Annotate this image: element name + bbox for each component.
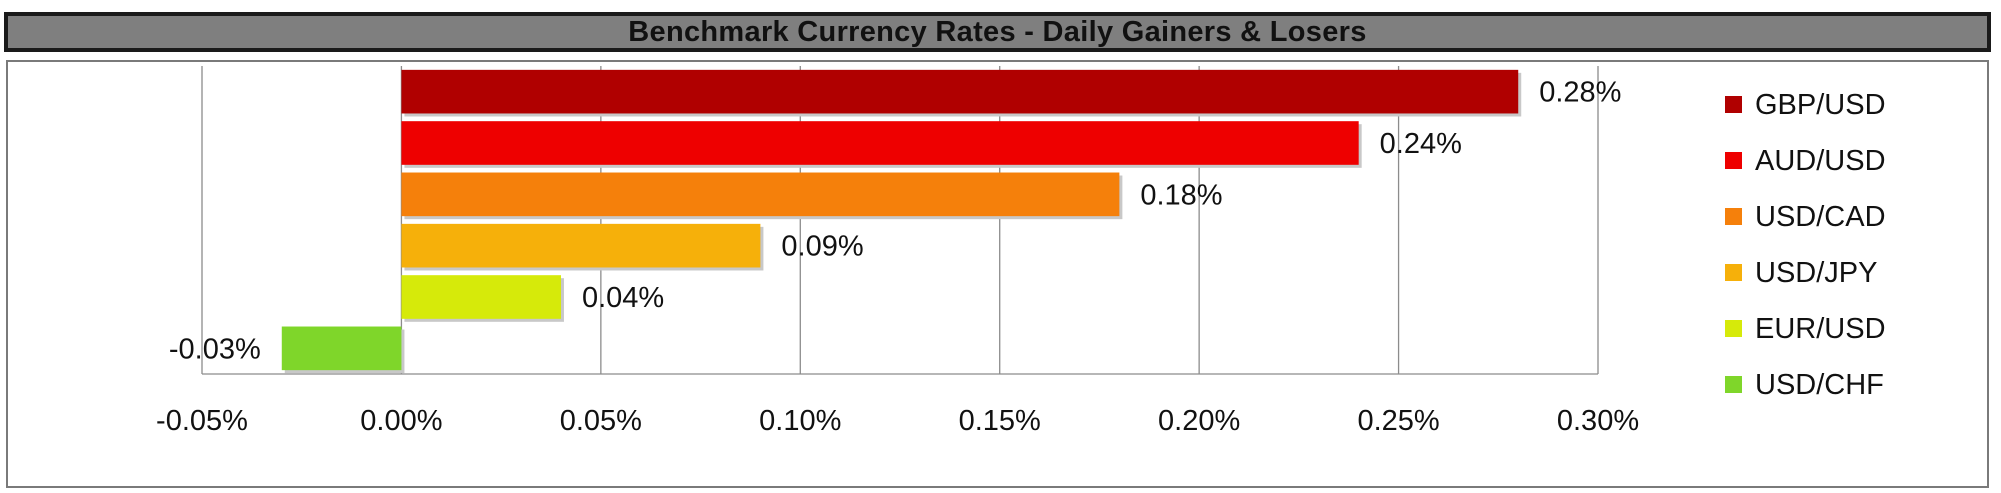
legend-swatch	[1725, 152, 1742, 169]
bar	[401, 69, 1519, 114]
bar	[281, 326, 402, 371]
legend-label: EUR/USD	[1755, 313, 1886, 345]
x-tick-label: 0.25%	[1357, 405, 1439, 437]
legend-label: USD/JPY	[1755, 257, 1877, 289]
bar	[401, 275, 561, 319]
bar	[401, 172, 1120, 217]
legend-label: USD/CAD	[1755, 201, 1886, 233]
chart-title: Benchmark Currency Rates - Daily Gainers…	[628, 15, 1367, 48]
legend-label: GBP/USD	[1755, 89, 1886, 121]
chart-frame: -0.05% 0.00% 0.05% 0.10% 0.15% 0.20% 0.25% 0.30…	[6, 60, 1989, 488]
legend-swatch	[1725, 320, 1742, 337]
x-tick-label: -0.05%	[156, 405, 248, 437]
bar-chart: -0.05% 0.00% 0.05% 0.10% 0.15% 0.20% 0.25% 0.30…	[156, 66, 1886, 437]
data-label: 0.24%	[1380, 128, 1462, 160]
legend-swatch	[1725, 264, 1742, 281]
data-label: 0.28%	[1539, 77, 1621, 109]
x-tick-label: 0.30%	[1557, 405, 1639, 437]
x-tick-label: 0.10%	[759, 405, 841, 437]
legend-swatch	[1725, 96, 1742, 113]
legend-label: AUD/USD	[1755, 145, 1886, 177]
data-label: 0.18%	[1140, 179, 1222, 211]
x-tick-label: 0.05%	[560, 405, 642, 437]
chart-title-bar: Benchmark Currency Rates - Daily Gainers…	[4, 12, 1991, 52]
bar	[401, 121, 1359, 165]
data-label: -0.03%	[169, 333, 261, 365]
legend-label: USD/CHF	[1755, 369, 1884, 401]
data-label: 0.04%	[582, 282, 664, 314]
x-tick-label: 0.00%	[360, 405, 442, 437]
legend-swatch	[1725, 208, 1742, 225]
legend-swatch	[1725, 376, 1742, 393]
x-tick-label: 0.15%	[959, 405, 1041, 437]
bar	[401, 223, 761, 268]
data-label: 0.09%	[781, 231, 863, 263]
x-tick-label: 0.20%	[1158, 405, 1240, 437]
